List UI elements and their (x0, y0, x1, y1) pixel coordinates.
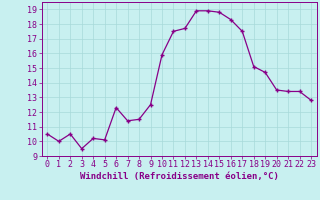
X-axis label: Windchill (Refroidissement éolien,°C): Windchill (Refroidissement éolien,°C) (80, 172, 279, 181)
